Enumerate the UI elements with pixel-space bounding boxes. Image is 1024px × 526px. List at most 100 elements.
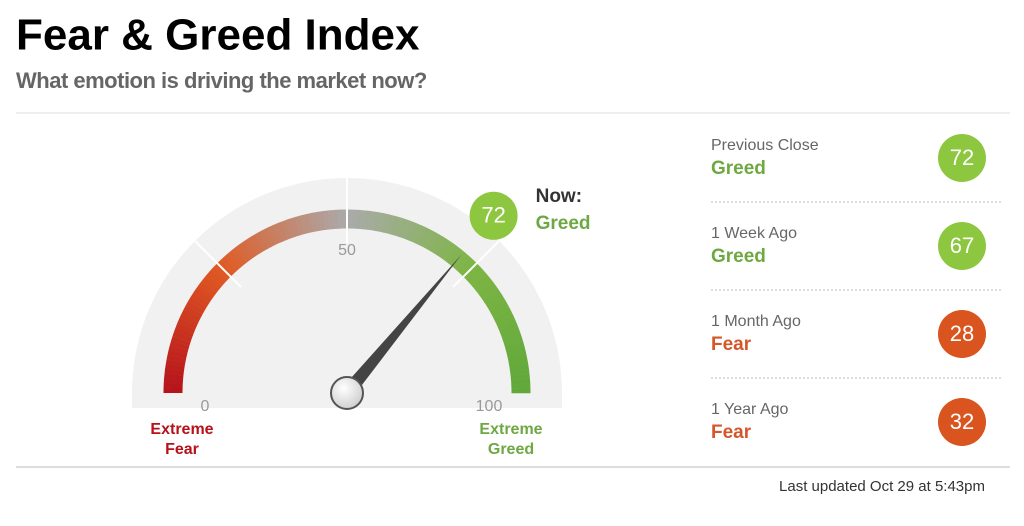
gauge-arc [505,345,526,355]
gauge-arc [177,318,197,331]
gauge-arc [198,281,217,297]
gauge-arc [393,217,404,237]
gauge-arc [436,239,452,258]
gauge-tick-label: 100 [476,398,503,415]
history-label: Previous Close [711,137,819,154]
high-label: Extreme Greed [479,421,543,458]
gauge-arc [308,212,318,233]
gauge-arc [167,349,188,359]
gauge-arc [372,211,381,232]
gauge-arc [188,296,207,311]
gauge-arc [164,368,184,376]
gauge-arc [285,218,297,238]
gauge-arc [397,218,409,239]
gauge-arc [290,216,301,237]
gauge-arc [508,359,529,368]
gauge-arc [171,336,191,347]
gauge-arc [482,289,502,304]
gauge-arc [185,301,205,315]
gauge-background [132,178,562,408]
gauge-separator [452,240,500,288]
history-value: 28 [950,321,974,346]
gauge-arc [474,277,493,294]
subtitle: What emotion is driving the market now? [16,68,427,93]
history-bubble [938,134,986,182]
history-value: 67 [950,233,974,258]
gauge-arc [201,277,220,293]
gauge-arc [432,236,448,256]
gauge-arc [166,354,187,364]
gauge-arc [268,225,281,245]
needle [341,254,462,398]
history-rating: Greed [711,158,766,179]
gauge-arc [318,211,326,231]
gauge-arc [174,327,194,339]
gauge-arc [276,221,289,242]
gauge-arc [429,234,444,253]
history-value: 32 [950,409,974,434]
gauge-arc [491,305,511,319]
gauge-arc [425,231,439,251]
gauge-arc [510,369,530,377]
gauge-arc [497,318,517,331]
now-label: Now: [536,186,582,207]
gauge-arc [165,364,185,372]
score-value: 72 [481,203,505,228]
gauge-arc [368,211,376,231]
gauge-arc [472,273,490,290]
gauge-arc [447,247,463,266]
gauge-arc [169,340,190,351]
gauge-arc [466,266,484,284]
score-bubble [469,191,518,240]
gauge-arc [207,270,225,287]
gauge-arc [299,214,309,235]
gauge-arc [235,244,251,263]
gauge-tick-label: 0 [201,398,210,415]
gauge-arc [381,213,391,234]
gauge-arc [487,297,507,311]
history-label: 1 Week Ago [711,225,797,242]
gauge-arc [498,322,519,335]
gauge-arc [210,266,228,283]
gauge-arc [506,350,527,360]
gauge-arc [503,336,524,347]
gauge-arc [480,285,499,301]
gauge-arc [251,233,265,253]
history-bubble [938,398,986,446]
gauge-arc [247,236,262,256]
gauge-arc [364,210,372,230]
gauge-tick-label: 50 [338,242,356,259]
gauge-arc [231,247,248,266]
now-rating: Greed [536,213,591,234]
footer: Last updated Oct 29 at 5:43pm [779,478,985,495]
history-label: 1 Year Ago [711,401,789,418]
gauge-arc [507,354,528,364]
history-value: 72 [950,145,974,170]
history-bubble [938,310,986,358]
gauge-arc [172,331,193,343]
gauge-arc [409,223,422,243]
gauge-arc [165,359,186,368]
history-bubble [938,222,986,270]
gauge-arc [255,231,269,251]
gauge-arc [294,215,305,236]
gauge-arc [440,241,456,261]
history-rating: Fear [711,334,752,355]
gauge-arc [272,223,285,243]
gauge-arc [376,212,386,233]
gauge-arc [281,219,293,240]
gauge-arc [417,227,431,247]
gauge-arc [401,220,413,240]
gauge-arc [457,256,474,274]
gauge-arc [469,270,487,287]
gauge-arc [195,284,215,300]
gauge-arc [509,364,529,372]
gauge-arc [504,340,525,351]
low-label: Extreme Fear [150,421,214,458]
gauge-arc [304,213,314,234]
gauge-arc [220,256,238,274]
history-rating: Fear [711,422,752,443]
title: Fear & Greed Index [16,11,420,60]
